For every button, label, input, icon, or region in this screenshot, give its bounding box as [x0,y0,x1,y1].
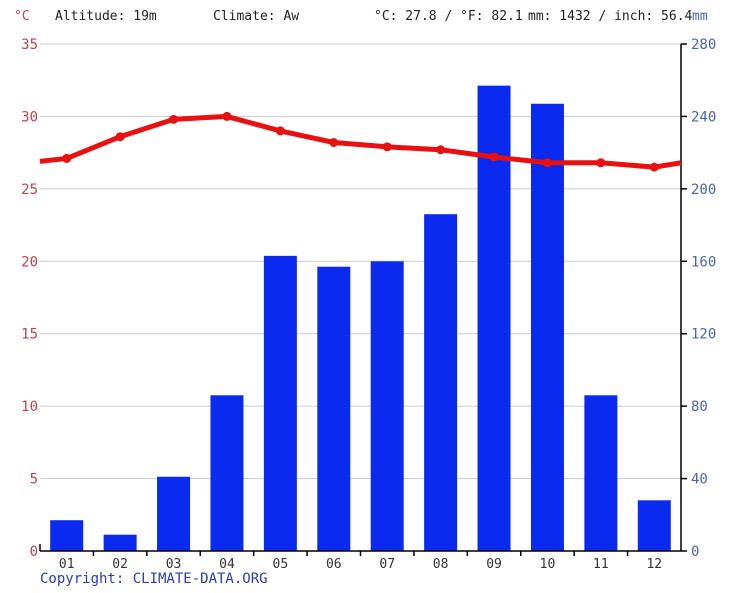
month-label: 09 [486,557,502,572]
month-label: 07 [379,557,395,572]
precipitation-bar [424,214,458,551]
right-axis-tick-label: 240 [691,109,716,125]
precipitation-summary: mm: 1432 / inch: 56.4 [528,9,693,24]
precipitation-bar [370,261,404,551]
right-axis-tick-label: 280 [691,37,716,53]
temperature-point [62,153,72,163]
temperature-point [329,138,339,148]
right-axis-tick-label: 160 [691,254,716,270]
left-axis-unit-label: °C [14,9,30,24]
precipitation-bar [210,395,244,551]
right-axis-tick-label: 40 [691,472,708,488]
precipitation-bar [103,534,137,551]
temperature-point [489,152,499,162]
temperature-point [436,145,446,155]
month-label: 02 [112,557,128,572]
month-label: 10 [540,557,556,572]
temperature-point [382,142,392,152]
left-axis-tick-label: 15 [21,327,38,343]
precipitation-bar [317,266,351,551]
copyright: Copyright: CLIMATE-DATA.ORG [40,571,268,587]
temperature-point [542,158,552,168]
left-axis-tick-label: 30 [21,109,38,125]
copyright-label: Copyright: [40,571,133,587]
right-axis-tick-label: 120 [691,327,716,343]
precipitation-bar [477,85,511,552]
right-axis-unit-label: mm [692,9,708,24]
precipitation-bar [157,476,191,551]
left-axis-tick-label: 5 [30,472,38,488]
temperature-summary: °C: 27.8 / °F: 82.1 [374,9,523,24]
left-axis-tick-label: 35 [21,37,38,53]
precipitation-bar [584,395,618,551]
precipitation-bar [263,255,297,551]
left-axis-tick-label: 25 [21,182,38,198]
month-label: 04 [219,557,235,572]
climate-label: Climate: Aw [213,9,300,24]
month-label: 05 [273,557,289,572]
temperature-point [169,114,179,124]
precipitation-bar [637,500,671,551]
precipitation-bar [530,103,564,551]
temperature-point [596,158,606,168]
temperature-line [39,113,682,170]
month-label: 01 [59,557,75,572]
right-axis-tick-label: 200 [691,182,716,198]
temperature-point [275,126,285,136]
altitude-label: Altitude: 19m [55,9,157,24]
precipitation-bar [50,520,84,551]
left-axis-tick-label: 10 [21,399,38,415]
left-axis-tick-label: 20 [21,254,38,270]
temperature-point [115,132,125,142]
month-label: 08 [433,557,449,572]
temperature-point [222,111,232,121]
month-label: 12 [646,557,662,572]
temperature-point [649,162,659,172]
right-axis-tick-label: 80 [691,399,708,415]
right-axis-tick-label: 0 [691,544,699,560]
month-label: 06 [326,557,342,572]
month-label: 11 [593,557,609,572]
copyright-link[interactable]: CLIMATE-DATA.ORG [132,571,268,587]
month-label: 03 [166,557,182,572]
left-axis-tick-label: 0 [30,544,38,560]
